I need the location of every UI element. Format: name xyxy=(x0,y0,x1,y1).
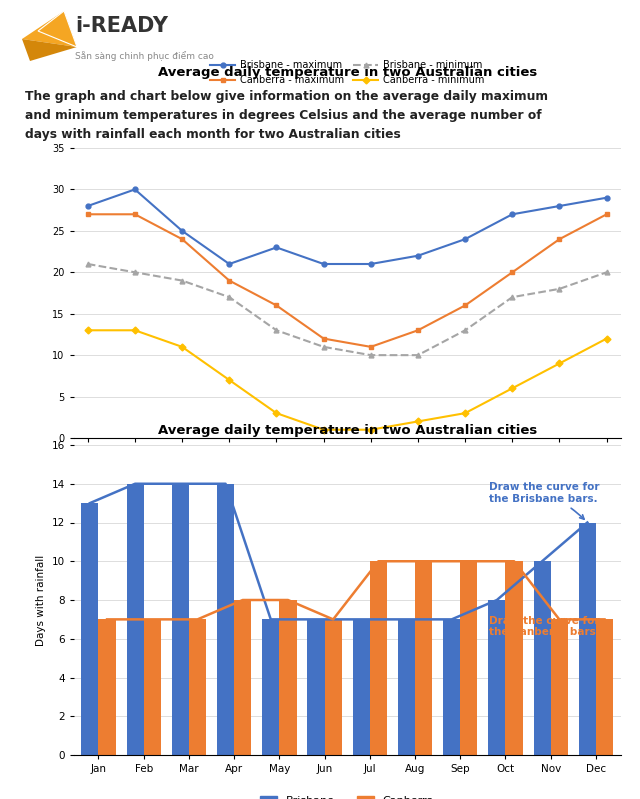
Bar xyxy=(280,600,296,755)
Bar xyxy=(189,619,206,755)
Bar xyxy=(443,619,460,755)
Brisbane - minimum xyxy=(225,292,233,302)
Line: Brisbane - minimum: Brisbane - minimum xyxy=(85,261,609,358)
Text: Draw the curve for
the Canberra bars.: Draw the curve for the Canberra bars. xyxy=(490,615,604,637)
Brisbane - maximum xyxy=(273,243,280,252)
Brisbane - minimum xyxy=(179,276,186,285)
Canberra - maximum xyxy=(461,300,469,310)
Canberra - maximum xyxy=(84,209,92,219)
Canberra - maximum xyxy=(556,234,563,244)
Canberra - maximum xyxy=(179,234,186,244)
Text: and minimum temperatures in degrees Celsius and the average number of: and minimum temperatures in degrees Cels… xyxy=(25,109,541,122)
Polygon shape xyxy=(22,39,77,61)
Bar xyxy=(307,619,324,755)
Polygon shape xyxy=(38,11,77,47)
Canberra - maximum xyxy=(320,334,328,344)
Legend: Brisbane, Canberra: Brisbane, Canberra xyxy=(256,792,438,799)
Brisbane - maximum xyxy=(367,259,374,268)
Brisbane - maximum xyxy=(131,185,139,194)
Brisbane - minimum xyxy=(556,284,563,294)
Brisbane - maximum xyxy=(225,259,233,268)
Canberra - maximum xyxy=(414,325,422,335)
Canberra - maximum xyxy=(367,342,374,352)
Bar xyxy=(370,561,387,755)
Canberra - minimum xyxy=(414,416,422,426)
Bar xyxy=(99,619,116,755)
Bar xyxy=(506,561,523,755)
Text: The graph and chart below give information on the average daily maximum: The graph and chart below give informati… xyxy=(25,90,548,103)
Canberra - minimum xyxy=(556,359,563,368)
Brisbane - maximum xyxy=(508,209,516,219)
Canberra - minimum xyxy=(461,408,469,418)
Canberra - minimum xyxy=(367,425,374,435)
Bar xyxy=(596,619,613,755)
Bar xyxy=(262,619,280,755)
Canberra - minimum xyxy=(179,342,186,352)
Canberra - maximum xyxy=(508,268,516,277)
Canberra - minimum xyxy=(320,425,328,435)
Bar xyxy=(398,619,415,755)
Brisbane - maximum xyxy=(556,201,563,211)
Bar xyxy=(488,600,506,755)
Legend: Brisbane - maximum, Canberra - maximum, Brisbane - minimum, Canberra - minimum: Brisbane - maximum, Canberra - maximum, … xyxy=(211,60,484,85)
Bar xyxy=(579,523,596,755)
Brisbane - maximum xyxy=(320,259,328,268)
Bar xyxy=(415,561,432,755)
Bar xyxy=(234,600,252,755)
Brisbane - minimum xyxy=(273,325,280,335)
Bar xyxy=(324,619,342,755)
Brisbane - minimum xyxy=(414,350,422,360)
Brisbane - minimum xyxy=(508,292,516,302)
Brisbane - minimum xyxy=(603,268,611,277)
Bar xyxy=(81,503,99,755)
Brisbane - minimum xyxy=(131,268,139,277)
Canberra - maximum xyxy=(273,300,280,310)
Bar xyxy=(217,483,234,755)
Line: Canberra - maximum: Canberra - maximum xyxy=(85,212,609,349)
Bar xyxy=(353,619,370,755)
Brisbane - minimum xyxy=(320,342,328,352)
Brisbane - maximum xyxy=(603,193,611,202)
Title: Average daily temperature in two Australian cities: Average daily temperature in two Austral… xyxy=(157,66,537,79)
Brisbane - maximum xyxy=(461,234,469,244)
Bar xyxy=(127,483,144,755)
Canberra - minimum xyxy=(603,334,611,344)
Canberra - minimum xyxy=(84,325,92,335)
Bar xyxy=(550,619,568,755)
Canberra - minimum xyxy=(131,325,139,335)
Brisbane - minimum xyxy=(84,259,92,268)
Canberra - minimum xyxy=(508,384,516,393)
Brisbane - maximum xyxy=(179,226,186,236)
Canberra - maximum xyxy=(131,209,139,219)
Line: Canberra - minimum: Canberra - minimum xyxy=(85,328,609,432)
Text: Draw the curve for
the Brisbane bars.: Draw the curve for the Brisbane bars. xyxy=(490,483,600,519)
Canberra - minimum xyxy=(273,408,280,418)
Bar xyxy=(460,561,477,755)
Title: Average daily temperature in two Australian cities: Average daily temperature in two Austral… xyxy=(157,424,537,437)
Text: days with rainfall each month for two Australian cities: days with rainfall each month for two Au… xyxy=(25,128,401,141)
Canberra - maximum xyxy=(603,209,611,219)
Text: Sẵn sàng chinh phục điểm cao: Sẵn sàng chinh phục điểm cao xyxy=(75,51,214,61)
Brisbane - maximum xyxy=(414,251,422,260)
Canberra - minimum xyxy=(225,376,233,385)
Polygon shape xyxy=(22,11,77,47)
Brisbane - maximum xyxy=(84,201,92,211)
Brisbane - minimum xyxy=(367,350,374,360)
Brisbane - minimum xyxy=(461,325,469,335)
Line: Brisbane - maximum: Brisbane - maximum xyxy=(85,187,609,266)
Y-axis label: Days with rainfall: Days with rainfall xyxy=(36,555,46,646)
Bar xyxy=(534,561,550,755)
Canberra - maximum xyxy=(225,276,233,285)
Text: i-READY: i-READY xyxy=(75,16,168,36)
Bar xyxy=(144,619,161,755)
Bar xyxy=(172,483,189,755)
